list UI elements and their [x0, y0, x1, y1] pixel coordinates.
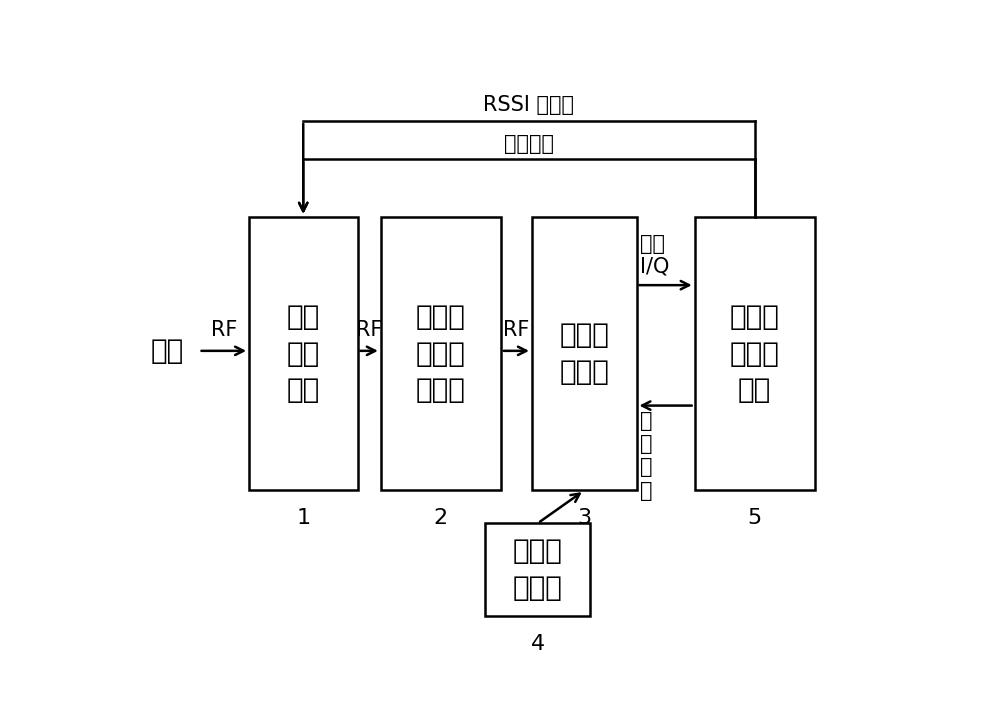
Text: 1: 1 — [296, 508, 310, 528]
Text: 5: 5 — [748, 508, 762, 528]
Text: 调谐
放大
模块: 调谐 放大 模块 — [287, 303, 320, 405]
Bar — [532, 217, 637, 491]
Text: 时钟产
生模块: 时钟产 生模块 — [513, 538, 563, 602]
Text: RF: RF — [211, 320, 237, 340]
Text: 增益控制: 增益控制 — [504, 134, 554, 154]
Text: 自动增
益控制
模块: 自动增 益控制 模块 — [730, 303, 780, 405]
Text: RF: RF — [503, 320, 530, 340]
Bar — [249, 217, 358, 491]
Text: 数字
I/Q: 数字 I/Q — [640, 234, 670, 277]
Bar — [381, 217, 501, 491]
Bar — [485, 523, 590, 616]
Text: 固定增
益低噪
放模块: 固定增 益低噪 放模块 — [416, 303, 466, 405]
Text: 4: 4 — [531, 634, 545, 653]
Text: RSSI 数字值: RSSI 数字值 — [483, 95, 574, 115]
Text: 射频捷
变模块: 射频捷 变模块 — [559, 321, 609, 386]
Text: 2: 2 — [434, 508, 448, 528]
Text: RF: RF — [356, 320, 382, 340]
Text: 增
益
控
制: 增 益 控 制 — [640, 411, 653, 501]
Text: 3: 3 — [577, 508, 591, 528]
Text: 天线: 天线 — [151, 337, 184, 365]
Bar — [695, 217, 815, 491]
